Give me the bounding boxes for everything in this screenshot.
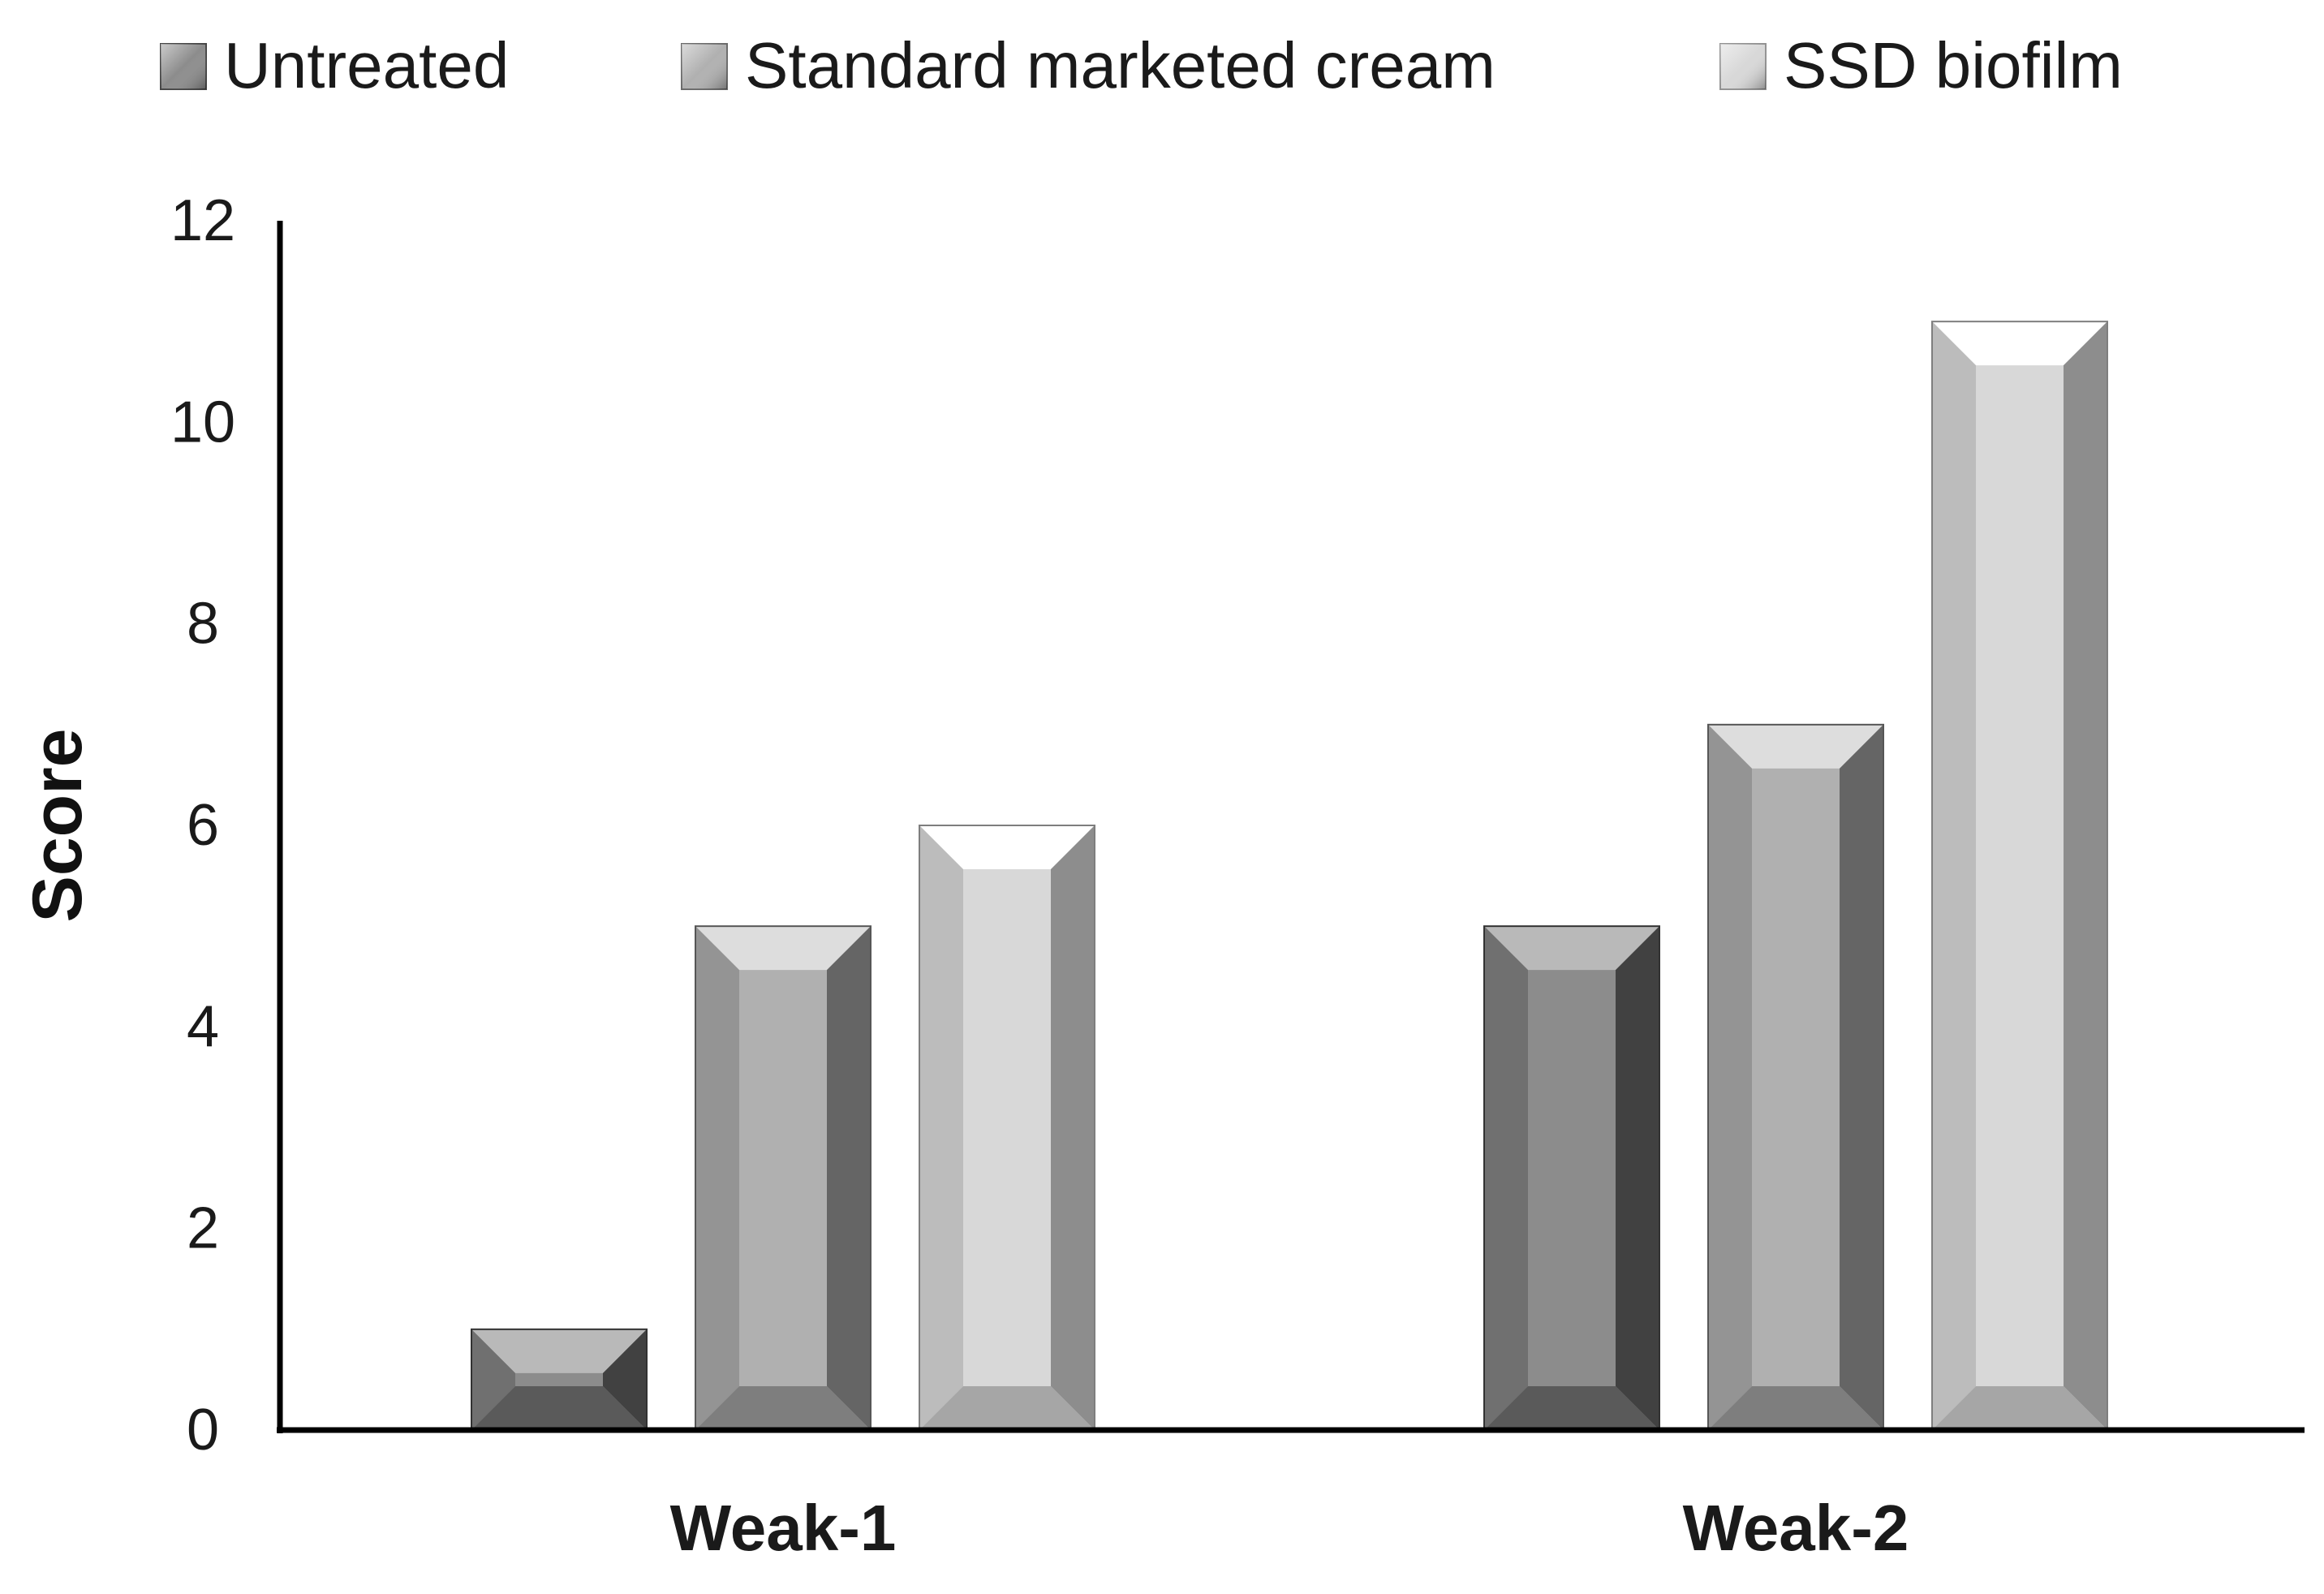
bar-bevel-bottom: [471, 1386, 647, 1430]
legend-item: Standard marketed cream: [681, 29, 1496, 101]
bar-bevel-right: [1616, 926, 1659, 1430]
bar: [1707, 723, 1884, 1431]
bar-bevel-left: [695, 926, 739, 1430]
legend-label: Untreated: [224, 29, 509, 101]
bar: [919, 825, 1095, 1431]
bar-bevel-bottom: [919, 1386, 1095, 1430]
bar-bevel-bottom: [1708, 1386, 1883, 1430]
x-category-label: Weak-1: [670, 1492, 897, 1564]
bar-bevel-top: [695, 926, 871, 971]
legend-label: Standard marketed cream: [745, 29, 1496, 101]
bar-bevel-right: [603, 1329, 647, 1430]
bar-bevel-top: [471, 1329, 647, 1373]
bar-bevel-left: [1484, 926, 1528, 1430]
legend-swatch-shading: [682, 44, 727, 89]
axes: [277, 221, 2305, 1433]
bar-bevel-right: [2064, 321, 2107, 1431]
bar: [1931, 321, 2108, 1432]
bar-bevel-bottom: [1484, 1386, 1659, 1430]
y-axis-title: Score: [19, 728, 97, 922]
bar-bevel-top: [1932, 321, 2107, 366]
bar-bevel-top: [1708, 724, 1883, 769]
bars: [471, 321, 2108, 1432]
y-tick-label: 6: [187, 793, 219, 858]
y-tick-label: 8: [187, 592, 219, 657]
bar-bevel-left: [1932, 321, 1976, 1431]
bar-bevel-top: [919, 825, 1095, 869]
bar-bevel-bottom: [1932, 1386, 2107, 1430]
bar-bevel-left: [1708, 724, 1752, 1430]
y-tick-label: 2: [187, 1196, 219, 1261]
legend: Untreated Standard marketed cream SSD biof…: [160, 29, 2123, 101]
bar-bevel-right: [1840, 724, 1883, 1430]
y-tick-label: 4: [187, 994, 219, 1059]
bar: [1483, 925, 1660, 1431]
bar-bevel-left: [471, 1329, 515, 1430]
bar: [471, 1328, 648, 1432]
legend-swatch-shading: [1720, 44, 1766, 89]
bar-bevel-right: [1051, 825, 1095, 1430]
axis-labels: 0 2 4 6 8 10 12 Weak-1 Weak-2 Score: [19, 188, 1909, 1564]
bar-bevel-right: [827, 926, 871, 1430]
y-tick-label: 12: [170, 188, 235, 253]
y-tick-label: 10: [170, 390, 235, 455]
bar-bevel-bottom: [695, 1386, 871, 1430]
bar-bevel-top: [1484, 926, 1659, 971]
legend-swatch-shading: [161, 44, 206, 89]
bar-bevel-left: [919, 825, 963, 1430]
legend-item: Untreated: [160, 29, 509, 101]
bar: [695, 925, 872, 1431]
y-tick-label: 0: [187, 1398, 219, 1463]
x-category-label: Weak-2: [1683, 1492, 1909, 1564]
legend-item: SSD biofilm: [1719, 29, 2123, 101]
legend-label: SSD biofilm: [1784, 29, 2123, 101]
